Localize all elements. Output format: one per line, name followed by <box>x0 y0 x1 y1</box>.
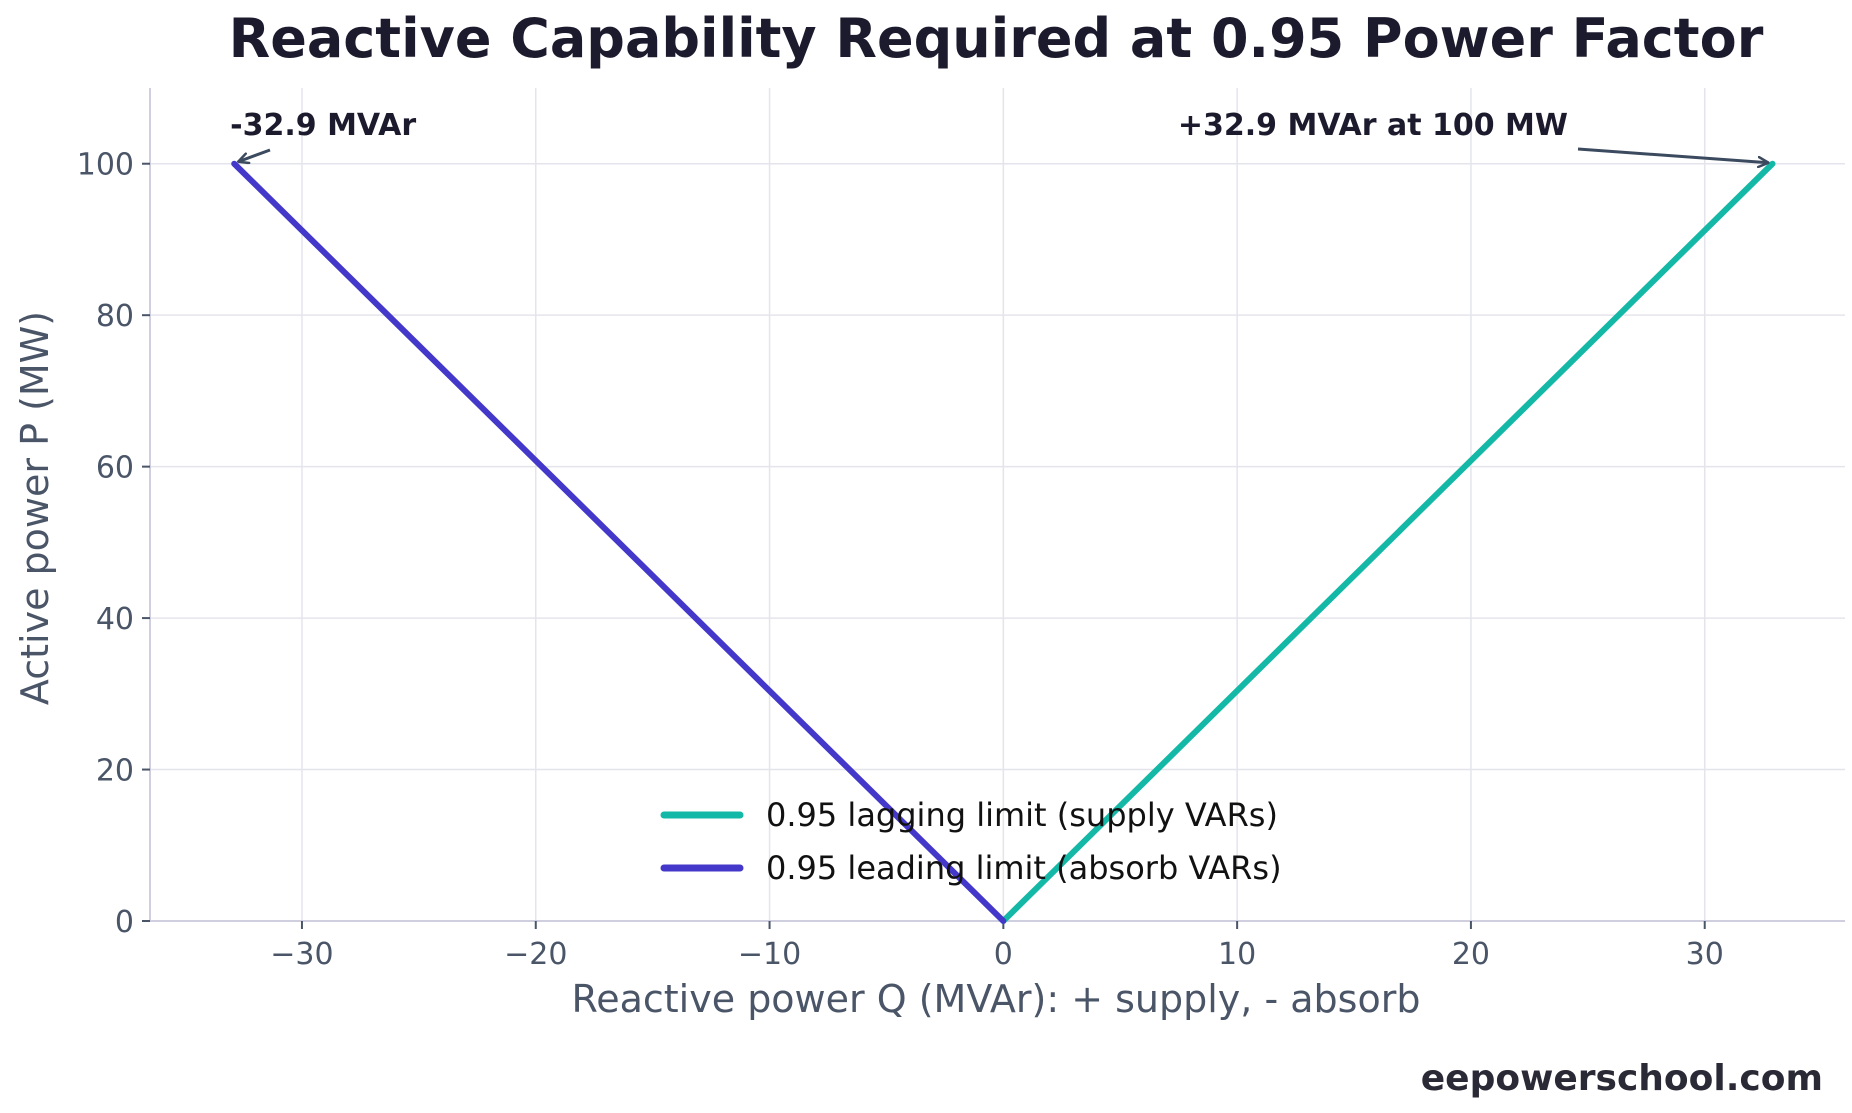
x-tick-label: −20 <box>504 937 567 972</box>
x-tick-label: −10 <box>738 937 801 972</box>
axes: −30 −20 −10 0 10 20 30 0 20 40 60 80 100 <box>77 88 1845 972</box>
annotation-lagging: +32.9 MVAr at 100 MW <box>1178 108 1568 143</box>
annotation-leading-arrow <box>238 148 271 162</box>
site-credit: eepowerschool.com <box>1421 1058 1823 1099</box>
annotation-lagging-arrow <box>1577 147 1769 163</box>
annotations: -32.9 MVAr +32.9 MVAr at 100 MW <box>230 108 1768 163</box>
grid <box>150 88 1845 922</box>
y-tick-label: 0 <box>115 905 134 940</box>
chart-title: Reactive Capability Required at 0.95 Pow… <box>229 7 1764 70</box>
x-tick-label: 20 <box>1452 937 1490 972</box>
y-tick-label: 60 <box>96 451 134 486</box>
x-axis-label: Reactive power Q (MVAr): + supply, - abs… <box>572 977 1421 1021</box>
legend-label: 0.95 lagging limit (supply VARs) <box>766 796 1278 834</box>
legend: 0.95 lagging limit (supply VARs) 0.95 lea… <box>660 796 1282 887</box>
y-tick-label: 20 <box>96 754 134 789</box>
x-tick-label: 0 <box>994 937 1013 972</box>
series-lines <box>231 160 1776 924</box>
y-tick-label: 80 <box>96 299 134 334</box>
x-tick-label: 30 <box>1686 937 1724 972</box>
y-tick-label: 40 <box>96 602 134 637</box>
y-tick-label: 100 <box>77 148 134 183</box>
legend-label: 0.95 leading limit (absorb VARs) <box>766 849 1282 887</box>
x-tick-label: 10 <box>1218 937 1256 972</box>
series-line-lagging <box>1000 160 1776 924</box>
annotation-leading: -32.9 MVAr <box>230 108 416 143</box>
series-line-leading <box>231 160 1007 924</box>
x-tick-label: −30 <box>270 937 333 972</box>
y-axis-label: Active power P (MW) <box>13 311 57 705</box>
